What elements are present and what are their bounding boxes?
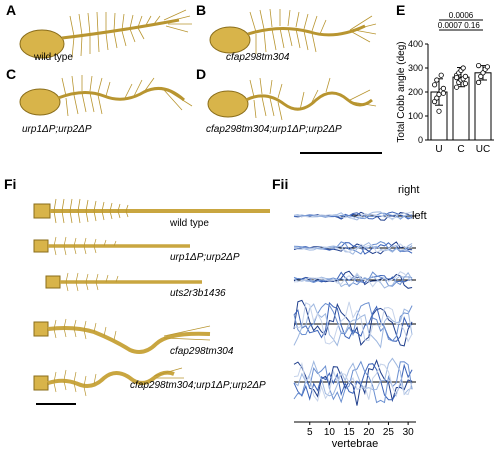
spine-triple [33,367,184,397]
curvature-trace [293,271,413,288]
x-tick-label: 10 [324,427,336,438]
label-right: right [398,184,420,196]
data-point [462,73,469,80]
data-point [436,108,442,114]
y-tick-label: 200 [408,87,423,97]
curvature-trace [293,243,413,253]
fi-label-urp: urp1ΔP;urp2ΔP [170,252,240,263]
curvature-trace [293,357,413,397]
data-point [478,73,484,80]
p-value: 0.0006 [449,11,474,20]
fi-label-uts2r3: uts2r3b1436 [170,288,226,299]
data-point [454,75,460,81]
curvature-trace [293,363,413,401]
fi-label-triple: cfap298tm304;urp1ΔP;urp2ΔP [130,380,266,391]
y-tick-label: 400 [408,39,423,49]
label-a: wild type [34,52,73,63]
curvature-trace [293,241,413,255]
spine-uts2r3 [45,272,202,292]
category-label: U [435,144,442,155]
data-point [440,90,447,96]
spine-cfap298 [33,318,211,354]
panel-letter-fii: Fii [272,176,289,192]
fish-skeleton-b [209,8,377,54]
scale-bar-top [300,152,382,154]
spine-urp [33,236,190,256]
data-point [434,95,440,101]
label-left: left [412,210,427,222]
curvature-trace [293,301,413,342]
x-tick-label: 25 [383,427,395,438]
label-d: cfap298tm304;urp1ΔP;urp2ΔP [206,124,342,135]
data-point [438,72,444,78]
fi-label-wildtype: wild type [170,218,209,229]
x-tick-label: 15 [344,427,356,438]
panel-letter-c: C [6,66,17,82]
data-point [440,85,447,92]
data-point [480,70,486,76]
x-tick-label: 5 [307,427,313,438]
y-tick-label: 100 [408,111,423,121]
category-label: UC [476,144,490,155]
category-label: C [457,144,464,155]
fish-skeleton-a [19,9,192,59]
curvature-trace [293,358,413,406]
x-axis-label: vertebrae [332,438,378,450]
fi-label-cfap298: cfap298tm304 [170,346,234,357]
panel-letter-b: B [196,2,207,18]
curvature-trace [293,271,413,284]
spine-wildtype [33,198,270,224]
scale-bar-fi [36,403,76,405]
x-tick-label: 30 [403,427,415,438]
data-point [431,82,438,88]
x-tick-label: 20 [363,427,375,438]
curvature-trace [293,301,413,345]
y-axis-label: Total Cobb angle (deg) [396,41,407,142]
data-point [462,81,469,87]
curvature-line-plots: 5 10 15 20 25 30 vertebrae [293,211,416,450]
data-point [434,77,440,83]
fish-skeleton-c [19,75,193,117]
curvature-trace [293,211,413,221]
curvature-trace [293,361,413,403]
label-c: urp1ΔP;urp2ΔP [22,124,92,135]
curvature-trace [293,211,413,220]
data-point [476,62,482,69]
data-point [431,99,438,105]
panel-letter-a: A [6,2,17,18]
curvature-trace [293,303,413,349]
p-value: 0.16 [464,21,480,30]
fish-skeleton-d [207,77,377,121]
data-point [476,79,482,86]
curvature-trace [293,241,413,255]
panel-letter-fi: Fi [4,176,17,192]
data-point [460,65,466,71]
p-value: 0.0007 [438,21,463,30]
data-point [454,84,460,90]
panel-letter-d: D [196,66,207,82]
curvature-trace [293,271,413,289]
y-tick-label: 0 [418,135,423,145]
panel-letter-e: E [396,2,406,18]
y-tick-label: 300 [408,63,423,73]
data-point [484,64,491,70]
label-b: cfap298tm304 [226,52,290,63]
